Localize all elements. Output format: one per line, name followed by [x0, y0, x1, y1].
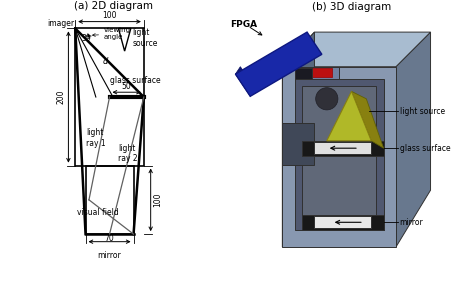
Polygon shape	[314, 216, 371, 228]
Text: viewing
angle: viewing angle	[93, 27, 131, 40]
Text: light
ray 1: light ray 1	[86, 128, 106, 148]
Text: glass surface: glass surface	[110, 76, 160, 85]
Polygon shape	[314, 142, 371, 154]
Polygon shape	[327, 91, 371, 141]
Text: 200: 200	[57, 90, 66, 104]
Polygon shape	[302, 141, 384, 156]
Polygon shape	[352, 91, 384, 148]
Text: visual field: visual field	[76, 208, 118, 217]
Text: light
ray 2: light ray 2	[118, 143, 137, 163]
Text: glass surface: glass surface	[399, 144, 450, 153]
Text: FPGA: FPGA	[230, 20, 257, 29]
Polygon shape	[302, 215, 384, 230]
Polygon shape	[294, 68, 332, 77]
Title: (a) 2D diagram: (a) 2D diagram	[75, 1, 153, 10]
Polygon shape	[282, 67, 396, 247]
Polygon shape	[396, 32, 430, 247]
Text: mirror: mirror	[98, 250, 122, 260]
Polygon shape	[236, 32, 322, 96]
Polygon shape	[236, 67, 255, 96]
Polygon shape	[294, 67, 339, 79]
Polygon shape	[282, 32, 430, 67]
Text: 100: 100	[102, 11, 117, 20]
Text: 70: 70	[104, 234, 114, 243]
Text: light
source: light source	[132, 28, 158, 48]
Text: 50: 50	[122, 82, 132, 91]
Polygon shape	[282, 123, 314, 166]
Text: light source: light source	[399, 107, 445, 116]
Text: 39: 39	[81, 34, 91, 42]
Polygon shape	[302, 86, 376, 222]
Text: imager: imager	[48, 19, 75, 28]
Polygon shape	[294, 79, 384, 230]
Text: mirror: mirror	[399, 218, 423, 227]
Text: 100: 100	[153, 193, 162, 207]
Text: d: d	[103, 57, 108, 66]
Title: (b) 3D diagram: (b) 3D diagram	[312, 2, 391, 12]
Polygon shape	[282, 32, 314, 247]
Polygon shape	[294, 68, 312, 79]
Circle shape	[316, 88, 338, 110]
